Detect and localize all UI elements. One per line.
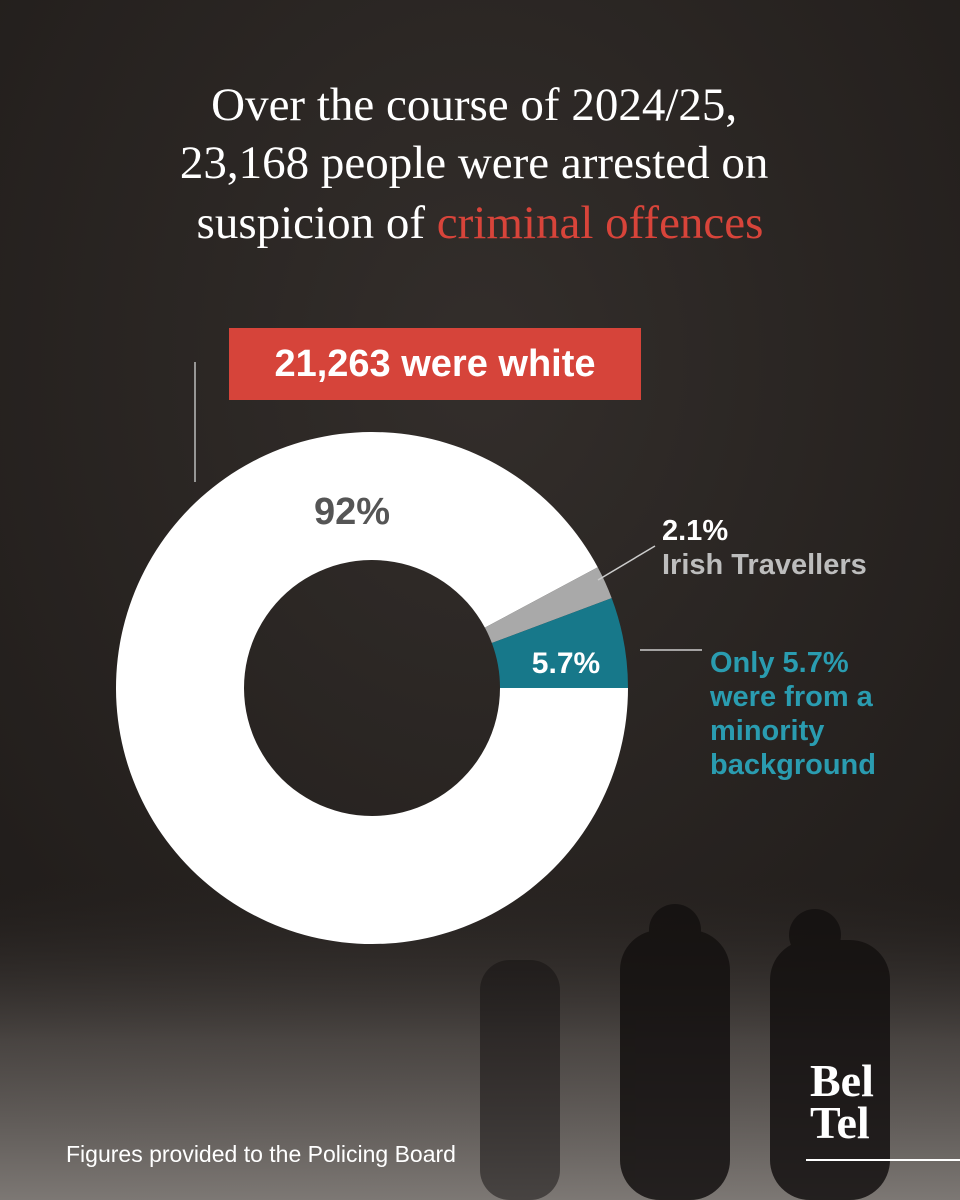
annotation-line: minority — [710, 715, 824, 747]
silhouettes — [480, 904, 890, 1200]
logo-line: Tel — [810, 1097, 870, 1148]
leader-line — [597, 545, 656, 581]
donut-segment — [484, 567, 612, 644]
value-label: 92% — [314, 491, 390, 533]
donut — [115, 432, 628, 944]
callout: 21,263 were white — [274, 343, 595, 385]
title-line: Over the course of 2024/25, — [211, 79, 737, 131]
logo-line: Bel — [810, 1055, 874, 1106]
annotation-line: background — [710, 749, 876, 781]
title-line: suspicion of — [197, 197, 426, 249]
annotation: Only 5.7% were from a minority backgroun… — [709, 647, 881, 781]
logo: Bel Tel — [810, 1055, 885, 1148]
title-highlight: criminal offences — [437, 197, 764, 249]
value-label: 5.7% — [532, 647, 600, 680]
donut-segment — [491, 598, 628, 688]
callout-box — [229, 328, 641, 400]
annotation-line: were from a — [709, 681, 874, 713]
title-line: 23,168 people were arrested on — [180, 137, 769, 189]
value-label: 2.1% — [662, 515, 728, 547]
title: Over the course of 2024/25, 23,168 peopl… — [180, 79, 780, 249]
annotation-line: Only 5.7% — [710, 647, 849, 679]
source: Figures provided to the Policing Board — [66, 1141, 456, 1167]
category-label: Irish Travellers — [662, 549, 867, 581]
donut-segment — [115, 432, 628, 944]
